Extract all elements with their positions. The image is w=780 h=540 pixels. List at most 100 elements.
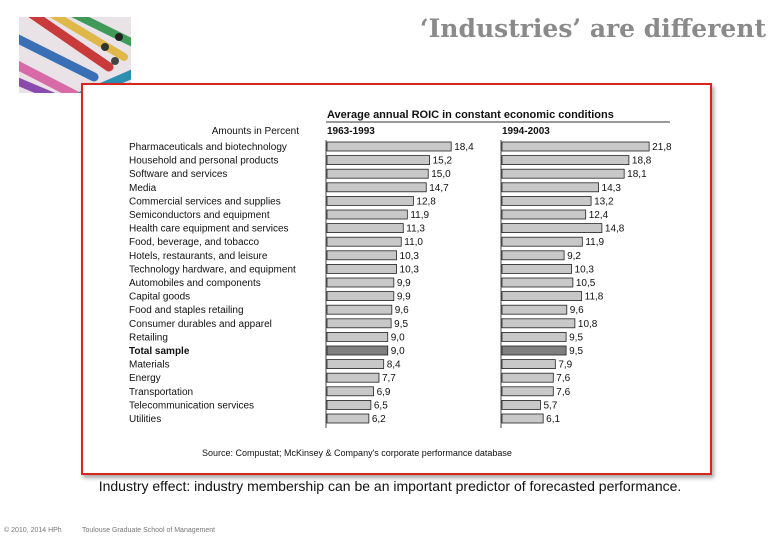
category-label: Pharmaceuticals and biotechnology	[129, 142, 287, 153]
bar-value-label: 9,5	[394, 319, 408, 330]
bar-value-label: 8,4	[387, 360, 401, 371]
bar-value-label: 14,3	[602, 183, 622, 194]
bar-value-label: 5,7	[543, 400, 557, 411]
bar-1	[326, 413, 370, 424]
bar-1	[326, 291, 395, 302]
bar-1	[326, 182, 427, 193]
bar-value-label: 9,9	[397, 278, 411, 289]
bar-2	[501, 141, 650, 152]
bar-value-label: 18,8	[632, 156, 652, 167]
bar-2	[501, 331, 567, 342]
bar-value-label: 6,9	[377, 387, 391, 398]
category-label: Total sample	[129, 346, 190, 357]
bar-value-label: 11,9	[410, 210, 429, 221]
colored-pencils-photo	[19, 17, 131, 93]
bar-1	[326, 141, 452, 152]
bar-value-label: 10,8	[578, 319, 598, 330]
category-label: Hotels, restaurants, and leisure	[129, 251, 268, 262]
bar-1	[326, 195, 414, 206]
bar-value-label: 6,5	[374, 400, 388, 411]
bar-value-label: 12,4	[589, 210, 609, 221]
bar-1	[326, 236, 402, 247]
bar-value-label: 11,3	[406, 224, 425, 235]
bar-value-label: 9,0	[391, 332, 405, 343]
bar-value-label: 7,6	[556, 387, 570, 398]
category-label: Health care equipment and services	[129, 224, 289, 235]
bar-1	[326, 263, 397, 274]
bar-1	[326, 277, 395, 288]
bar-value-label: 10,3	[400, 264, 420, 275]
bar-value-label: 12,8	[416, 196, 436, 207]
category-label: Energy	[129, 373, 161, 384]
bar-1	[326, 250, 397, 261]
chart-source: Source: Compustat; McKinsey & Company's …	[202, 448, 512, 458]
bar-2	[501, 195, 592, 206]
bar-1	[326, 318, 392, 329]
bar-value-label: 6,2	[372, 414, 386, 425]
bar-2	[501, 359, 556, 370]
bar-value-label: 10,5	[576, 278, 596, 289]
series-1-header: 1963-1993	[327, 126, 375, 137]
bar-value-label: 10,3	[575, 264, 595, 275]
bar-2	[501, 291, 583, 302]
slide-note: Industry effect: industry membership can…	[98, 478, 682, 494]
category-label: Utilities	[129, 414, 161, 425]
category-label: Household and personal products	[129, 156, 279, 167]
bar-1	[326, 331, 389, 342]
bar-value-label: 18,4	[454, 142, 474, 153]
chart-title: Average annual ROIC in constant economic…	[327, 109, 614, 121]
bar-1	[326, 345, 389, 356]
category-label: Semiconductors and equipment	[129, 210, 270, 221]
category-label: Software and services	[129, 169, 227, 180]
bar-value-label: 7,6	[556, 373, 570, 384]
units-label: Amounts in Percent	[212, 126, 299, 137]
category-label: Consumer durables and apparel	[129, 319, 272, 330]
bar-2	[501, 223, 603, 234]
bar-value-label: 15,2	[433, 156, 453, 167]
bar-2	[501, 413, 544, 424]
bar-value-label: 14,7	[429, 183, 449, 194]
bar-value-label: 7,9	[558, 360, 572, 371]
category-label: Food and staples retailing	[129, 305, 244, 316]
category-label: Capital goods	[129, 292, 190, 303]
bar-value-label: 6,1	[546, 414, 560, 425]
category-label: Automobiles and components	[129, 278, 261, 289]
bar-value-label: 9,6	[570, 305, 584, 316]
bar-value-label: 9,6	[395, 305, 409, 316]
category-label: Transportation	[129, 387, 193, 398]
category-label: Telecommunication services	[129, 400, 254, 411]
bar-2	[501, 155, 630, 166]
bar-2	[501, 209, 587, 220]
bar-value-label: 15,0	[431, 169, 451, 180]
bar-2	[501, 182, 599, 193]
bar-value-label: 9,0	[391, 346, 405, 357]
bar-2	[501, 236, 583, 247]
bar-1	[326, 168, 429, 179]
bar-value-label: 21,8	[652, 142, 672, 153]
bar-1	[326, 359, 385, 370]
slide-title: ‘Industries’ are different	[419, 14, 766, 43]
bar-value-label: 11,9	[585, 237, 604, 248]
category-label: Media	[129, 183, 157, 194]
series-2-header: 1994-2003	[502, 126, 550, 137]
bar-1	[326, 223, 404, 234]
bar-value-label: 14,8	[605, 224, 625, 235]
bar-1	[326, 304, 393, 315]
bar-2	[501, 399, 541, 410]
bar-1	[326, 209, 408, 220]
bar-2	[501, 168, 625, 179]
category-label: Materials	[129, 360, 170, 371]
bar-value-label: 9,5	[569, 346, 583, 357]
bar-2	[501, 250, 565, 261]
bar-2	[501, 304, 568, 315]
bar-value-label: 11,0	[404, 237, 423, 248]
bar-2	[501, 318, 576, 329]
bar-1	[326, 372, 380, 383]
school-name: Toulouse Graduate School of Management	[82, 527, 216, 534]
bar-1	[326, 386, 374, 397]
bar-value-label: 9,9	[397, 292, 411, 303]
bar-1	[326, 399, 372, 410]
bar-value-label: 11,8	[585, 292, 604, 303]
copyright-text: © 2010, 2014 HPh	[4, 527, 62, 534]
